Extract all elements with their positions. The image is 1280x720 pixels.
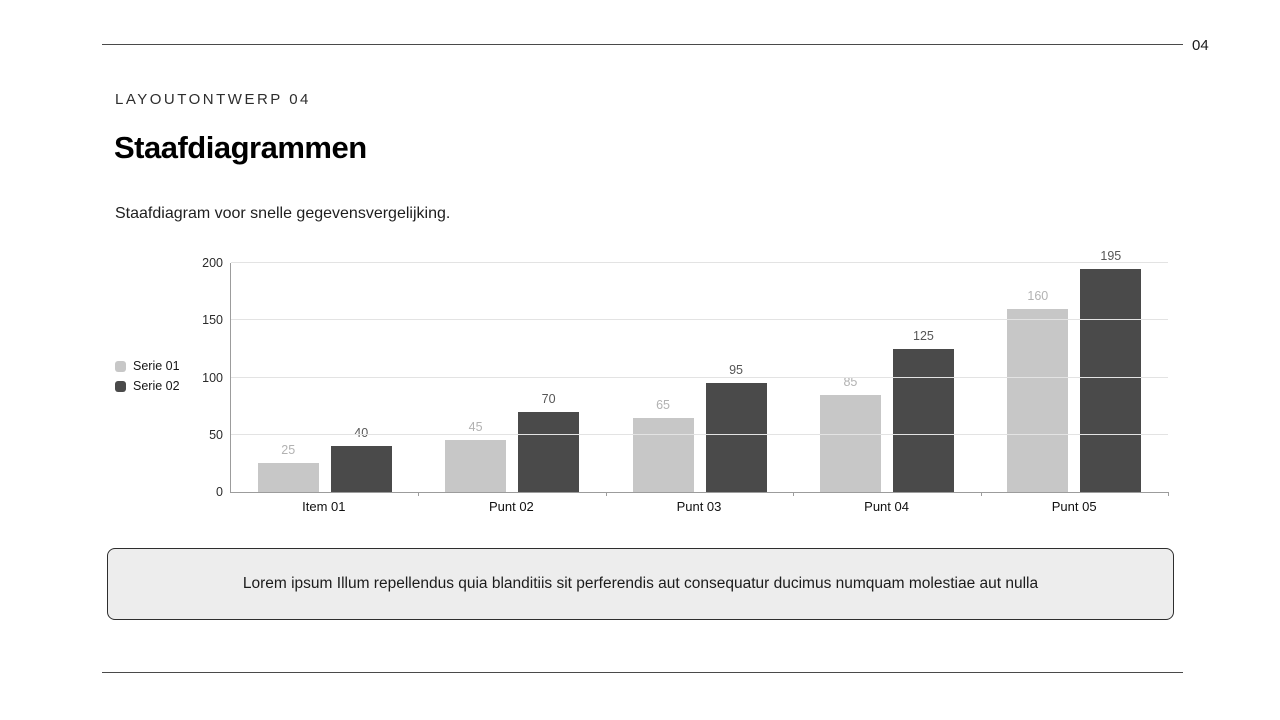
- bar-value-label: 40: [354, 426, 369, 441]
- bar-value-label: 195: [1100, 248, 1122, 263]
- bar-value-label: 95: [729, 363, 743, 378]
- page-subtitle: Staafdiagram voor snelle gegevensvergeli…: [115, 205, 451, 222]
- page-number: 04: [1192, 37, 1209, 54]
- gridline: [231, 433, 1168, 435]
- legend-label: Serie 02: [133, 379, 180, 393]
- x-axis-tick: [793, 492, 795, 496]
- bar: 45: [445, 420, 507, 492]
- bar: 85: [819, 375, 881, 492]
- y-axis-label: 0: [216, 485, 223, 499]
- legend-item: Serie 02: [115, 379, 180, 393]
- bar: 40: [330, 426, 392, 492]
- x-axis-label: Punt 02: [488, 499, 534, 514]
- bar-group: 160 195: [981, 249, 1168, 492]
- bar: 125: [892, 329, 954, 492]
- callout-box: Lorem ipsum Illum repellendus quia bland…: [107, 548, 1174, 620]
- gridline: [231, 319, 1168, 321]
- chart-legend: Serie 01 Serie 02: [115, 359, 180, 393]
- legend-swatch-icon: [115, 360, 126, 372]
- bar-value-label: 25: [281, 443, 296, 458]
- gridline: [231, 262, 1168, 263]
- x-axis-label: Punt 04: [864, 499, 909, 514]
- chart-plot: 25 40 45 70 65 95 85 125 160 195 0 50 100 150 200: [202, 249, 1169, 499]
- bar-value-label: 65: [656, 397, 670, 412]
- x-axis-tick: [1168, 492, 1169, 496]
- y-axis-label: 150: [202, 313, 223, 328]
- bar-value-label: 85: [843, 374, 858, 389]
- y-axis-label: 100: [202, 370, 223, 385]
- bar-group: 65 95: [606, 263, 793, 492]
- x-axis-tick: [605, 492, 607, 496]
- legend-swatch-icon: [115, 380, 126, 392]
- bar: 95: [705, 363, 767, 492]
- bar-group: 85 125: [793, 263, 980, 492]
- gridline: [231, 376, 1168, 378]
- x-axis-tick: [418, 492, 420, 496]
- bar-value-label: 45: [468, 420, 483, 435]
- bar-group: 45 70: [418, 263, 605, 492]
- y-axis-label: 50: [209, 427, 223, 442]
- bar: 160: [1007, 289, 1069, 492]
- bar: 70: [518, 392, 580, 492]
- x-axis-tick: [980, 492, 982, 496]
- bottom-rule: [102, 672, 1183, 673]
- bar-value-label: 70: [541, 391, 556, 406]
- top-rule: [102, 44, 1183, 45]
- bar-group: 25 40: [231, 263, 418, 492]
- chart-bars: 25 40 45 70 65 95 85 125 160 195: [231, 249, 1168, 492]
- bar: 25: [257, 443, 319, 492]
- chart-x-axis: Item 01 Punt 02 Punt 03 Punt 04 Punt 05: [230, 499, 1168, 514]
- bar-value-label: 160: [1027, 288, 1049, 303]
- x-axis-label: Punt 05: [1051, 499, 1097, 514]
- legend-item: Serie 01: [115, 359, 180, 373]
- x-axis-label: Punt 03: [676, 499, 722, 514]
- bar-value-label: 125: [912, 328, 934, 343]
- x-axis-label: Item 01: [302, 499, 346, 514]
- page-title: Staafdiagrammen: [114, 130, 367, 165]
- legend-label: Serie 01: [133, 359, 180, 373]
- bar: 195: [1080, 249, 1142, 492]
- bar: 65: [632, 398, 694, 492]
- y-axis-label: 200: [202, 256, 223, 270]
- section-kicker: LAYOUTONTWERP 04: [115, 91, 311, 108]
- callout-text: Lorem ipsum Illum repellendus quia bland…: [242, 575, 1039, 592]
